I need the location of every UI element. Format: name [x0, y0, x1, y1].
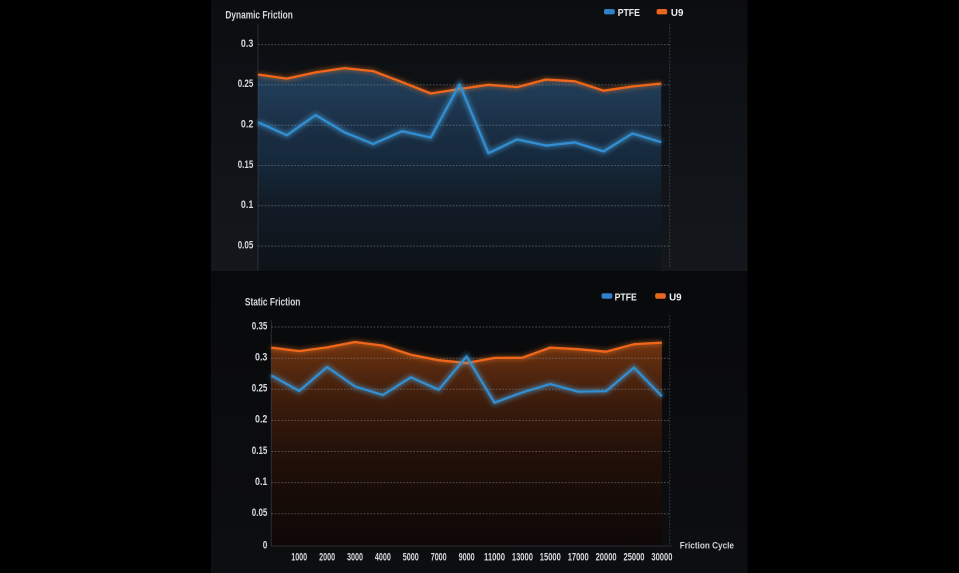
svg-text:0.25: 0.25 [238, 78, 254, 90]
svg-text:0: 0 [263, 540, 268, 552]
svg-text:17000: 17000 [568, 552, 589, 564]
svg-text:0.2: 0.2 [255, 414, 267, 426]
svg-text:5000: 5000 [403, 552, 419, 564]
svg-text:0.05: 0.05 [252, 507, 268, 519]
svg-text:30000: 30000 [651, 552, 672, 564]
svg-text:2000: 2000 [319, 552, 335, 564]
svg-text:9000: 9000 [459, 552, 475, 564]
svg-text:0.1: 0.1 [241, 199, 253, 211]
svg-text:Dynamic Friction: Dynamic Friction [225, 9, 293, 21]
svg-text:PTFE: PTFE [618, 7, 640, 19]
svg-text:0.05: 0.05 [238, 239, 254, 251]
svg-text:0.3: 0.3 [255, 352, 267, 364]
svg-text:0.3: 0.3 [241, 38, 253, 50]
svg-text:0.1: 0.1 [255, 476, 267, 488]
svg-text:15000: 15000 [540, 552, 561, 564]
svg-text:4000: 4000 [375, 552, 391, 564]
svg-text:13000: 13000 [512, 552, 533, 564]
svg-text:11000: 11000 [484, 552, 505, 564]
svg-text:0.15: 0.15 [252, 445, 268, 457]
svg-text:U9: U9 [671, 7, 684, 19]
svg-text:PTFE: PTFE [615, 292, 637, 304]
svg-text:0.25: 0.25 [252, 383, 268, 395]
svg-text:0.15: 0.15 [238, 159, 254, 171]
svg-text:7000: 7000 [431, 552, 447, 564]
svg-text:Static Friction: Static Friction [245, 296, 301, 308]
svg-text:3000: 3000 [347, 552, 363, 564]
svg-text:Friction Cycle: Friction Cycle [680, 540, 734, 551]
svg-text:20000: 20000 [596, 552, 617, 564]
svg-text:0.35: 0.35 [252, 320, 268, 332]
svg-text:25000: 25000 [624, 552, 645, 564]
svg-text:1000: 1000 [291, 552, 307, 564]
svg-text:0.2: 0.2 [241, 119, 253, 131]
svg-text:U9: U9 [669, 292, 682, 304]
